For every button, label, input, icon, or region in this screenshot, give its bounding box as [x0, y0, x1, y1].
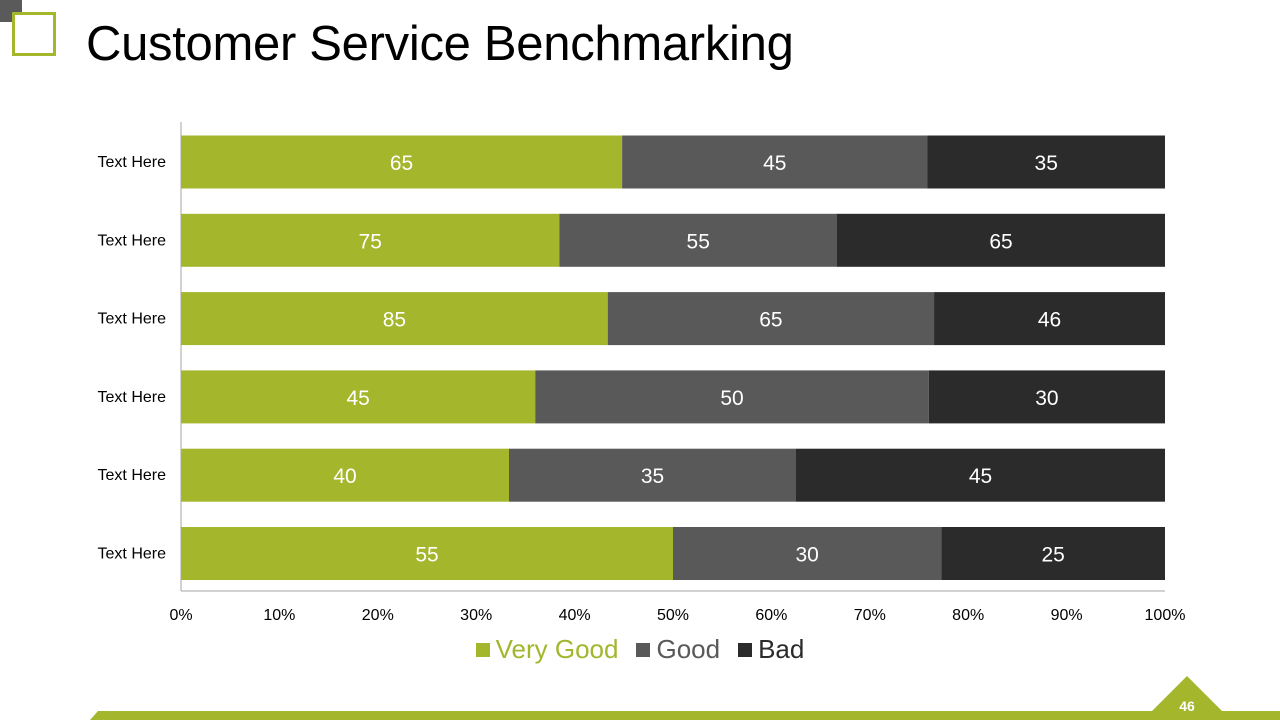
- bar-bad-row-4: [928, 370, 1165, 424]
- data-label-good-row-1: 45: [763, 152, 786, 175]
- corner-accent-square: [12, 12, 56, 56]
- footer-band: [90, 676, 1280, 720]
- slide-title: Customer Service Benchmarking: [86, 17, 794, 71]
- x-tick-label-0: 0%: [169, 607, 192, 624]
- x-tick-label-100: 100%: [1145, 607, 1186, 624]
- x-tick-label-40: 40%: [559, 607, 591, 624]
- bar-bad-row-1: [927, 135, 1165, 189]
- x-tick-label-70: 70%: [854, 607, 886, 624]
- bar-very-good-row-6: [181, 527, 673, 580]
- x-tick-label-80: 80%: [952, 607, 984, 624]
- x-tick-label-30: 30%: [460, 607, 492, 624]
- category-label-row-3: Text Here: [98, 311, 167, 328]
- data-label-very-good-row-2: 75: [359, 230, 382, 253]
- x-tick-label-10: 10%: [263, 607, 295, 624]
- bar-good-row-2: [559, 213, 837, 267]
- data-label-good-row-6: 30: [796, 544, 819, 567]
- bar-good-row-6: [673, 527, 942, 580]
- legend-swatch-very-good: [475, 642, 490, 657]
- bar-bad-row-2: [837, 213, 1165, 267]
- data-label-good-row-4: 50: [720, 387, 743, 410]
- data-label-bad-row-1: 35: [1035, 152, 1058, 175]
- data-label-bad-row-6: 25: [1042, 544, 1065, 567]
- bar-bad-row-3: [934, 292, 1165, 346]
- legend-swatch-bad: [738, 642, 753, 657]
- legend-swatch-good: [636, 642, 651, 657]
- bar-bad-row-5: [796, 448, 1165, 502]
- data-label-very-good-row-3: 85: [383, 309, 406, 332]
- bar-very-good-row-4: [181, 370, 536, 424]
- bar-good-row-3: [607, 292, 935, 346]
- bar-very-good-row-5: [181, 448, 509, 502]
- bar-bad-row-6: [941, 527, 1165, 580]
- footer-stripe: [90, 711, 1280, 720]
- data-label-very-good-row-6: 55: [415, 544, 438, 567]
- chart-legend: Very Good Good Bad: [0, 634, 1280, 665]
- bar-very-good-row-3: [181, 292, 608, 346]
- page-number-badge: [1152, 676, 1222, 711]
- bar-good-row-5: [509, 448, 796, 502]
- bar-good-row-4: [535, 370, 929, 424]
- data-label-bad-row-4: 30: [1035, 387, 1058, 410]
- category-label-row-4: Text Here: [98, 389, 167, 406]
- legend-label-good: Good: [656, 634, 721, 664]
- bar-very-good-row-2: [181, 213, 560, 267]
- x-tick-label-90: 90%: [1051, 607, 1083, 624]
- legend-item-very-good: Very Good: [475, 634, 619, 665]
- page-number: 46: [1179, 698, 1195, 714]
- legend-label-bad: Bad: [758, 634, 805, 664]
- category-label-row-5: Text Here: [98, 467, 167, 484]
- data-label-bad-row-3: 46: [1038, 309, 1061, 332]
- data-label-very-good-row-4: 45: [346, 387, 369, 410]
- x-tick-label-60: 60%: [755, 607, 787, 624]
- legend-label-very-good: Very Good: [495, 634, 619, 664]
- bar-very-good-row-1: [181, 135, 623, 189]
- legend-item-good: Good: [636, 634, 720, 665]
- data-label-very-good-row-5: 40: [333, 465, 356, 488]
- data-label-good-row-2: 55: [687, 230, 710, 253]
- x-tick-label-50: 50%: [657, 607, 689, 624]
- data-label-good-row-5: 35: [641, 465, 664, 488]
- data-label-very-good-row-1: 65: [390, 152, 413, 175]
- category-label-row-2: Text Here: [98, 232, 167, 249]
- x-tick-label-20: 20%: [362, 607, 394, 624]
- data-label-bad-row-5: 45: [969, 465, 992, 488]
- bar-good-row-1: [622, 135, 928, 189]
- category-label-row-1: Text Here: [98, 154, 167, 171]
- data-label-bad-row-2: 65: [989, 230, 1012, 253]
- category-label-row-6: Text Here: [98, 546, 167, 563]
- data-label-good-row-3: 65: [759, 309, 782, 332]
- legend-item-bad: Bad: [738, 634, 804, 665]
